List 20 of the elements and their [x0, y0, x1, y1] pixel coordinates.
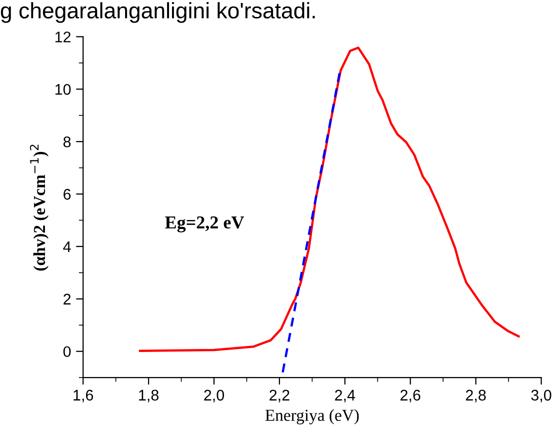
x-tick-label: 2,2: [270, 390, 290, 402]
y-tick-label: 6: [64, 188, 71, 200]
annotation: Eg=2,2 eV: [165, 216, 244, 232]
y-tick-label: 2: [64, 294, 71, 304]
y-axis-title: (αhv)2 (eVcm$^{−1}$)$^{2}$: [30, 144, 48, 271]
x-tick-label: 2,4: [335, 390, 356, 402]
x-tick-label: 2,0: [204, 390, 224, 402]
y-tick-label: 4: [63, 241, 71, 252]
y-tick-label: 10: [55, 84, 71, 95]
text: g chegaralanganligini ko'rsatadi.: [0, 2, 315, 23]
x-axis-title: Energiya (eV): [265, 409, 359, 424]
x-tick-label: 1,8: [139, 390, 159, 402]
line-series: [138, 46, 520, 352]
y-tick-label: 8: [63, 136, 71, 148]
y-tick-label: 12: [55, 32, 71, 42]
x-tick-label: 3,0: [531, 390, 552, 402]
x-tick-label: 2,8: [466, 390, 486, 402]
y-tick-label: 0: [63, 346, 71, 358]
x-tick-label: 1,6: [74, 390, 94, 402]
x-tick-label: 2,6: [400, 390, 420, 402]
